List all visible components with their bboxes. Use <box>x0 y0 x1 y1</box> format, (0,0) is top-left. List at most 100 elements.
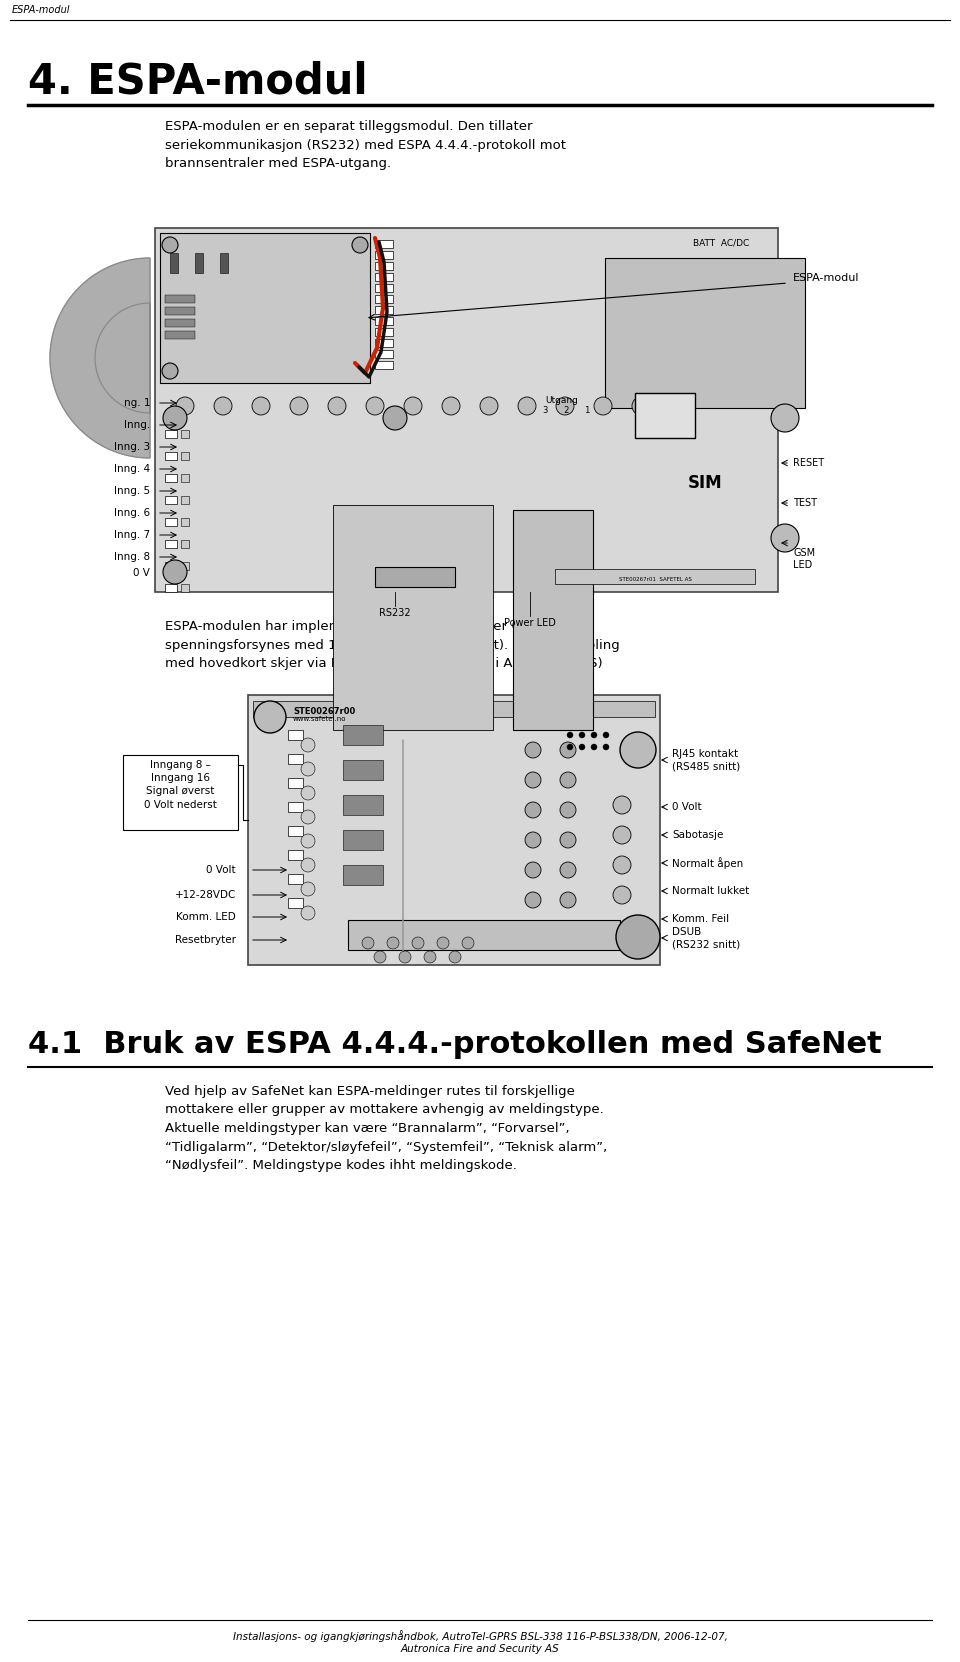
Circle shape <box>560 803 576 818</box>
Bar <box>288 826 303 836</box>
Circle shape <box>771 404 799 432</box>
Circle shape <box>616 916 660 959</box>
Bar <box>181 562 189 570</box>
Text: Installasjons- og igangkjøringshåndbok, AutroTel-GPRS BSL-338 116-P-BSL338/DN, 2: Installasjons- og igangkjøringshåndbok, … <box>232 1630 728 1642</box>
Circle shape <box>383 406 407 430</box>
Bar <box>165 430 177 439</box>
Text: Utgang: Utgang <box>545 396 578 406</box>
Bar <box>343 760 383 779</box>
Text: STE00267r01  SAFETEL AS: STE00267r01 SAFETEL AS <box>618 577 691 582</box>
Circle shape <box>424 951 436 962</box>
Bar <box>375 273 393 281</box>
Text: STE00267r00: STE00267r00 <box>293 706 355 716</box>
Circle shape <box>613 856 631 874</box>
Circle shape <box>442 397 460 416</box>
Circle shape <box>399 951 411 962</box>
Circle shape <box>525 863 541 878</box>
Text: +12-28VDC: +12-28VDC <box>175 889 236 901</box>
Bar <box>375 284 393 293</box>
Bar <box>181 495 189 504</box>
Circle shape <box>301 858 315 873</box>
Bar <box>165 583 177 592</box>
Bar <box>165 331 195 339</box>
Circle shape <box>613 826 631 844</box>
Bar <box>160 233 370 382</box>
Circle shape <box>404 397 422 416</box>
Circle shape <box>301 786 315 799</box>
Circle shape <box>214 397 232 416</box>
Bar <box>348 921 620 951</box>
Circle shape <box>525 892 541 907</box>
Text: 3      2      1: 3 2 1 <box>543 406 590 416</box>
Bar <box>375 306 393 314</box>
Bar <box>253 701 655 716</box>
Circle shape <box>632 397 650 416</box>
Bar <box>181 540 189 548</box>
Text: ESPA-modulen er en separat tilleggsmodul. Den tillater
seriekommunikasjon (RS232: ESPA-modulen er en separat tilleggsmodul… <box>165 120 566 170</box>
Circle shape <box>301 906 315 921</box>
Circle shape <box>603 731 609 738</box>
Bar <box>288 849 303 859</box>
Bar <box>288 755 303 765</box>
Bar <box>605 258 805 407</box>
Text: Inng. 3: Inng. 3 <box>114 442 150 452</box>
Text: 0 Volt: 0 Volt <box>672 803 702 813</box>
Circle shape <box>301 738 315 751</box>
Circle shape <box>525 773 541 788</box>
Bar <box>123 755 238 829</box>
Circle shape <box>560 773 576 788</box>
Circle shape <box>594 397 612 416</box>
Circle shape <box>579 731 585 738</box>
Bar <box>165 519 177 525</box>
Bar <box>343 725 383 745</box>
Circle shape <box>560 833 576 848</box>
Bar <box>343 794 383 814</box>
Circle shape <box>462 937 474 949</box>
Bar <box>165 319 195 327</box>
Circle shape <box>560 863 576 878</box>
Bar <box>333 505 493 730</box>
Bar <box>181 519 189 525</box>
Text: ESPA-modul: ESPA-modul <box>12 5 70 15</box>
Text: Inngang 8 –
Inngang 16
Signal øverst
0 Volt nederst: Inngang 8 – Inngang 16 Signal øverst 0 V… <box>144 760 217 809</box>
Text: TEST: TEST <box>793 499 817 509</box>
Bar <box>181 452 189 460</box>
Bar <box>288 730 303 740</box>
Circle shape <box>613 796 631 814</box>
Circle shape <box>603 745 609 750</box>
Text: Power LED: Power LED <box>504 618 556 628</box>
Bar <box>375 317 393 326</box>
Text: RS232: RS232 <box>379 608 411 618</box>
Bar <box>220 253 228 273</box>
Bar <box>635 392 695 439</box>
Bar <box>165 562 177 570</box>
Bar <box>165 294 195 302</box>
Text: 0 Volt: 0 Volt <box>206 864 236 874</box>
Circle shape <box>480 397 498 416</box>
Bar <box>181 583 189 592</box>
Text: Sabotasje: Sabotasje <box>672 829 724 839</box>
Text: Inng.: Inng. <box>124 420 150 430</box>
Circle shape <box>162 238 178 253</box>
Text: 4. ESPA-modul: 4. ESPA-modul <box>28 60 368 101</box>
Circle shape <box>525 741 541 758</box>
Circle shape <box>163 406 187 430</box>
Circle shape <box>301 834 315 848</box>
Circle shape <box>176 397 194 416</box>
Circle shape <box>567 731 573 738</box>
Circle shape <box>252 397 270 416</box>
Text: Autronica Fire and Security AS: Autronica Fire and Security AS <box>400 1644 560 1654</box>
Bar <box>165 452 177 460</box>
Bar <box>288 874 303 884</box>
Text: Inng. 4: Inng. 4 <box>114 464 150 474</box>
Bar <box>513 510 593 730</box>
Bar <box>248 695 660 966</box>
Circle shape <box>560 892 576 907</box>
Bar <box>288 803 303 813</box>
Bar <box>170 253 178 273</box>
Circle shape <box>374 951 386 962</box>
Text: Ved hjelp av SafeNet kan ESPA-meldinger rutes til forskjellige
mottakere eller g: Ved hjelp av SafeNet kan ESPA-meldinger … <box>165 1085 608 1172</box>
Text: Inng. 6: Inng. 6 <box>114 509 150 519</box>
Circle shape <box>449 951 461 962</box>
Text: Resetbryter: Resetbryter <box>175 936 236 946</box>
